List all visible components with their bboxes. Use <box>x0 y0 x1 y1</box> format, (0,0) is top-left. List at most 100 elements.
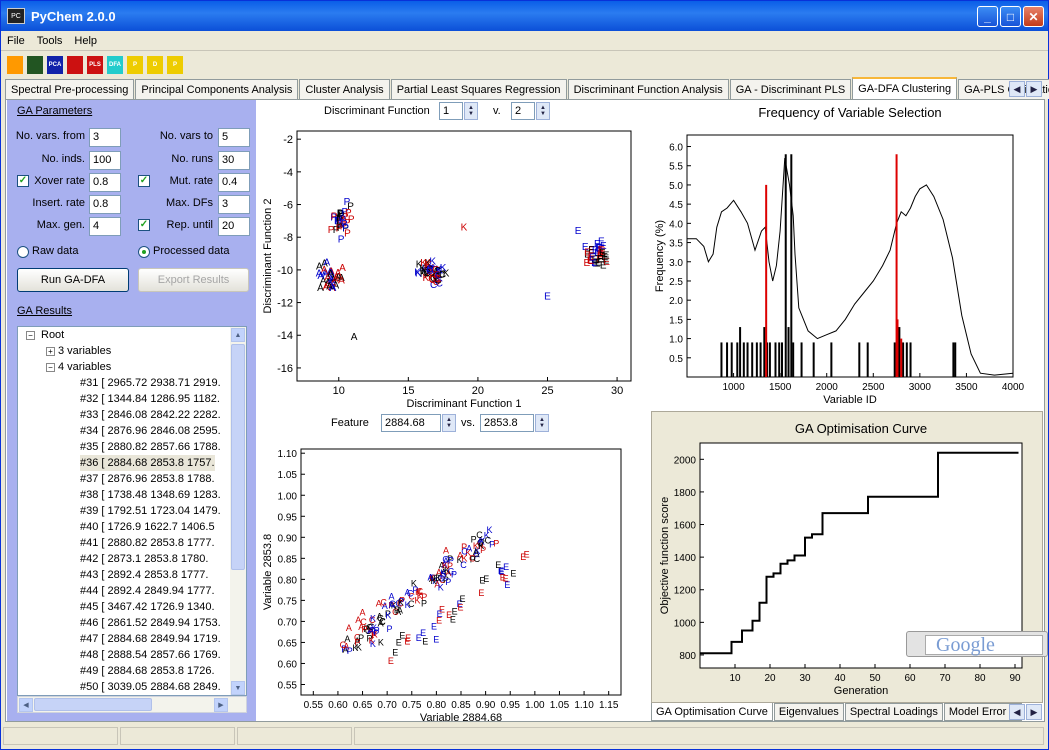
results-list-item[interactable]: #48 [ 2888.54 2857.66 1769. <box>80 649 221 661</box>
collapse-icon[interactable]: − <box>46 363 55 372</box>
tab-discriminant-function-analysis[interactable]: Discriminant Function Analysis <box>567 79 729 99</box>
mut-checkbox[interactable]: ✓ <box>138 175 150 187</box>
pls-icon[interactable]: PLS <box>87 56 103 74</box>
df-b-spin-arrows-icon[interactable]: ▲ ▼ <box>536 102 550 120</box>
xover-checkbox[interactable]: ✓ <box>17 175 29 187</box>
export-results-button[interactable]: Export Results <box>138 268 249 292</box>
processed-data-radio[interactable] <box>138 246 150 258</box>
rep-until-field[interactable]: 20 <box>218 217 250 236</box>
ga-dfa-icon[interactable]: D <box>147 56 163 74</box>
tab-partial-least-squares-regression[interactable]: Partial Least Squares Regression <box>390 79 567 99</box>
scroll-right-icon[interactable]: ▶ <box>214 698 228 712</box>
results-list-item[interactable]: #46 [ 2861.52 2849.94 1753. <box>80 617 221 629</box>
feature-point-A: A <box>397 605 403 615</box>
bottom-tab-left-icon[interactable]: ◀ <box>1009 704 1025 720</box>
collapse-icon[interactable]: − <box>26 331 35 340</box>
spectra-icon[interactable] <box>27 56 43 74</box>
bottom-tab-right-icon[interactable]: ▶ <box>1026 704 1042 720</box>
results-list-item[interactable]: #40 [ 1726.9 1622.7 1406.5 <box>80 521 215 533</box>
results-list-item[interactable]: #42 [ 2873.1 2853.8 1780. <box>80 553 209 565</box>
tree-vertical-scrollbar[interactable]: ▲ ▼ <box>230 327 246 695</box>
dfa-point-A: A <box>316 268 323 279</box>
variable-frequency-chart[interactable]: 1000 1500 2000 2500 3000 3500 4000 0.5 1.0 1.5 2.0… <box>651 101 1043 407</box>
df-a-spin-arrows-icon[interactable]: ▲ ▼ <box>464 102 478 120</box>
no-runs-field[interactable]: 30 <box>218 151 250 170</box>
raw-data-radio[interactable] <box>17 246 29 258</box>
bottom-tab-model-error-c[interactable]: Model Error C <box>943 703 1023 721</box>
ga-results-tree[interactable]: − Root +3 variables −4 variables #31 [ 29… <box>17 326 247 696</box>
menu-help[interactable]: Help <box>74 34 98 47</box>
tree-root-node[interactable]: − Root <box>26 327 64 343</box>
results-list-item[interactable]: #34 [ 2876.96 2846.08 2595. <box>80 425 221 437</box>
dfa-scores-chart[interactable]: 10 15 20 25 30 -2 -4 -6 -8 -10 -12 -14 -16 Discrimina… <box>259 123 639 413</box>
scroll-down-icon[interactable]: ▼ <box>231 681 245 695</box>
menu-tools[interactable]: Tools <box>36 34 63 47</box>
results-list-item[interactable]: #38 [ 1738.48 1348.69 1283. <box>80 489 221 501</box>
results-list-item[interactable]: #36 [ 2884.68 2853.8 1757. <box>80 455 215 471</box>
results-list-item[interactable]: #33 [ 2846.08 2842.22 2282. <box>80 409 221 421</box>
results-list-item[interactable]: #32 [ 1344.84 1286.95 1182. <box>80 393 220 405</box>
no-vars-to-field[interactable]: 5 <box>218 128 250 147</box>
flask-icon[interactable] <box>7 56 23 74</box>
results-list-item[interactable]: #41 [ 2880.82 2853.8 1777. <box>80 537 215 549</box>
results-list-item[interactable]: #39 [ 1792.51 1723.04 1479. <box>80 505 221 517</box>
tab-scroll-right-icon[interactable]: ▶ <box>1026 81 1042 97</box>
close-button[interactable]: ✕ <box>1023 6 1044 27</box>
pca-icon[interactable]: PCA <box>47 56 63 74</box>
tree-horizontal-scrollbar[interactable]: ◀ ▶ <box>17 696 247 713</box>
results-list-item[interactable]: #50 [ 3039.05 2884.68 2849. <box>80 681 221 693</box>
bottom-tab-ga-optimisation-curve[interactable]: GA Optimisation Curve <box>651 703 773 721</box>
feature-scatter-chart[interactable]: 0.55 0.60 0.65 0.70 0.75 0.80 0.85 0.90 0.95 1.00… <box>259 435 639 725</box>
max-dfs-field[interactable]: 3 <box>218 195 250 214</box>
tab-cluster-analysis[interactable]: Cluster Analysis <box>299 79 390 99</box>
mut-field[interactable]: 0.4 <box>218 173 250 192</box>
results-list-item[interactable]: #47 [ 2884.68 2849.94 1719. <box>80 633 221 645</box>
tab-ga-discriminant-pls[interactable]: GA - Discriminant PLS <box>729 79 852 99</box>
results-list-item[interactable]: #45 [ 3467.42 1726.9 1340. <box>80 601 215 613</box>
no-vars-from-field[interactable]: 3 <box>89 128 121 147</box>
rep-until-checkbox[interactable]: ✓ <box>138 219 150 231</box>
dfa-icon[interactable]: DFA <box>107 56 123 74</box>
feature-point-A: A <box>344 634 350 644</box>
no-inds-field[interactable]: 100 <box>89 151 121 170</box>
insert-field[interactable]: 0.8 <box>89 195 121 214</box>
max-gen-field[interactable]: 4 <box>89 217 121 236</box>
results-list-item[interactable]: #44 [ 2892.4 2849.94 1777. <box>80 585 215 597</box>
scroll-up-icon[interactable]: ▲ <box>231 328 245 342</box>
tab-scroll-left-icon[interactable]: ◀ <box>1009 81 1025 97</box>
tab-principal-components-analysis[interactable]: Principal Components Analysis <box>135 79 299 99</box>
dfa-point-A: A <box>324 280 331 291</box>
ga-optimisation-curve-chart[interactable]: 10 20 30 40 50 60 70 80 90 800 1000 1200 1400 1600 180… <box>652 413 1042 703</box>
results-list-item[interactable]: #49 [ 2884.68 2853.8 1726. <box>80 665 215 677</box>
df-b-spinner[interactable]: 2 <box>511 102 535 120</box>
menu-file[interactable]: File <box>7 34 25 47</box>
results-list-item[interactable]: #31 [ 2965.72 2938.71 2919. <box>80 377 221 389</box>
hscroll-thumb[interactable] <box>34 698 152 711</box>
results-list-item[interactable]: #37 [ 2876.96 2853.8 1788. <box>80 473 215 485</box>
results-list-item[interactable]: #35 [ 2880.82 2857.66 1788. <box>80 441 221 453</box>
tab-spectral-pre-processing[interactable]: Spectral Pre-processing <box>5 79 135 99</box>
cluster-icon[interactable] <box>67 56 83 74</box>
tree-node-4-variables[interactable]: −4 variables <box>46 359 111 375</box>
scroll-left-icon[interactable]: ◀ <box>19 698 33 712</box>
feature-a-spinner[interactable]: 2884.68 <box>381 414 441 432</box>
run-ga-dfa-button[interactable]: Run GA-DFA <box>17 268 129 292</box>
scroll-thumb[interactable] <box>231 344 245 570</box>
title-bar[interactable]: PC PyChem 2.0.0 _ □ ✕ <box>1 1 1048 31</box>
results-list-item[interactable]: #43 [ 2892.4 2853.8 1777. <box>80 569 209 581</box>
df-a-spinner[interactable]: 1 <box>439 102 463 120</box>
ga-pls-icon[interactable]: P <box>167 56 183 74</box>
tree-node-3-variables[interactable]: +3 variables <box>46 343 111 359</box>
feature-a-spin-arrows-icon[interactable]: ▲ ▼ <box>442 414 456 432</box>
bottom-tab-spectral-loadings[interactable]: Spectral Loadings <box>844 703 943 721</box>
tab-ga-dfa-clustering[interactable]: GA-DFA Clustering <box>852 77 958 99</box>
xover-field[interactable]: 0.8 <box>89 173 121 192</box>
ga-pca-icon[interactable]: P <box>127 56 143 74</box>
expand-icon[interactable]: + <box>46 347 55 356</box>
maximize-button[interactable]: □ <box>1000 6 1021 27</box>
google-toolbar[interactable]: Google <box>906 631 1048 657</box>
feature-b-spin-arrows-icon[interactable]: ▲ ▼ <box>535 414 549 432</box>
feature-b-spinner[interactable]: 2853.8 <box>480 414 534 432</box>
bottom-tab-eigenvalues[interactable]: Eigenvalues <box>773 703 844 721</box>
minimize-button[interactable]: _ <box>977 6 998 27</box>
